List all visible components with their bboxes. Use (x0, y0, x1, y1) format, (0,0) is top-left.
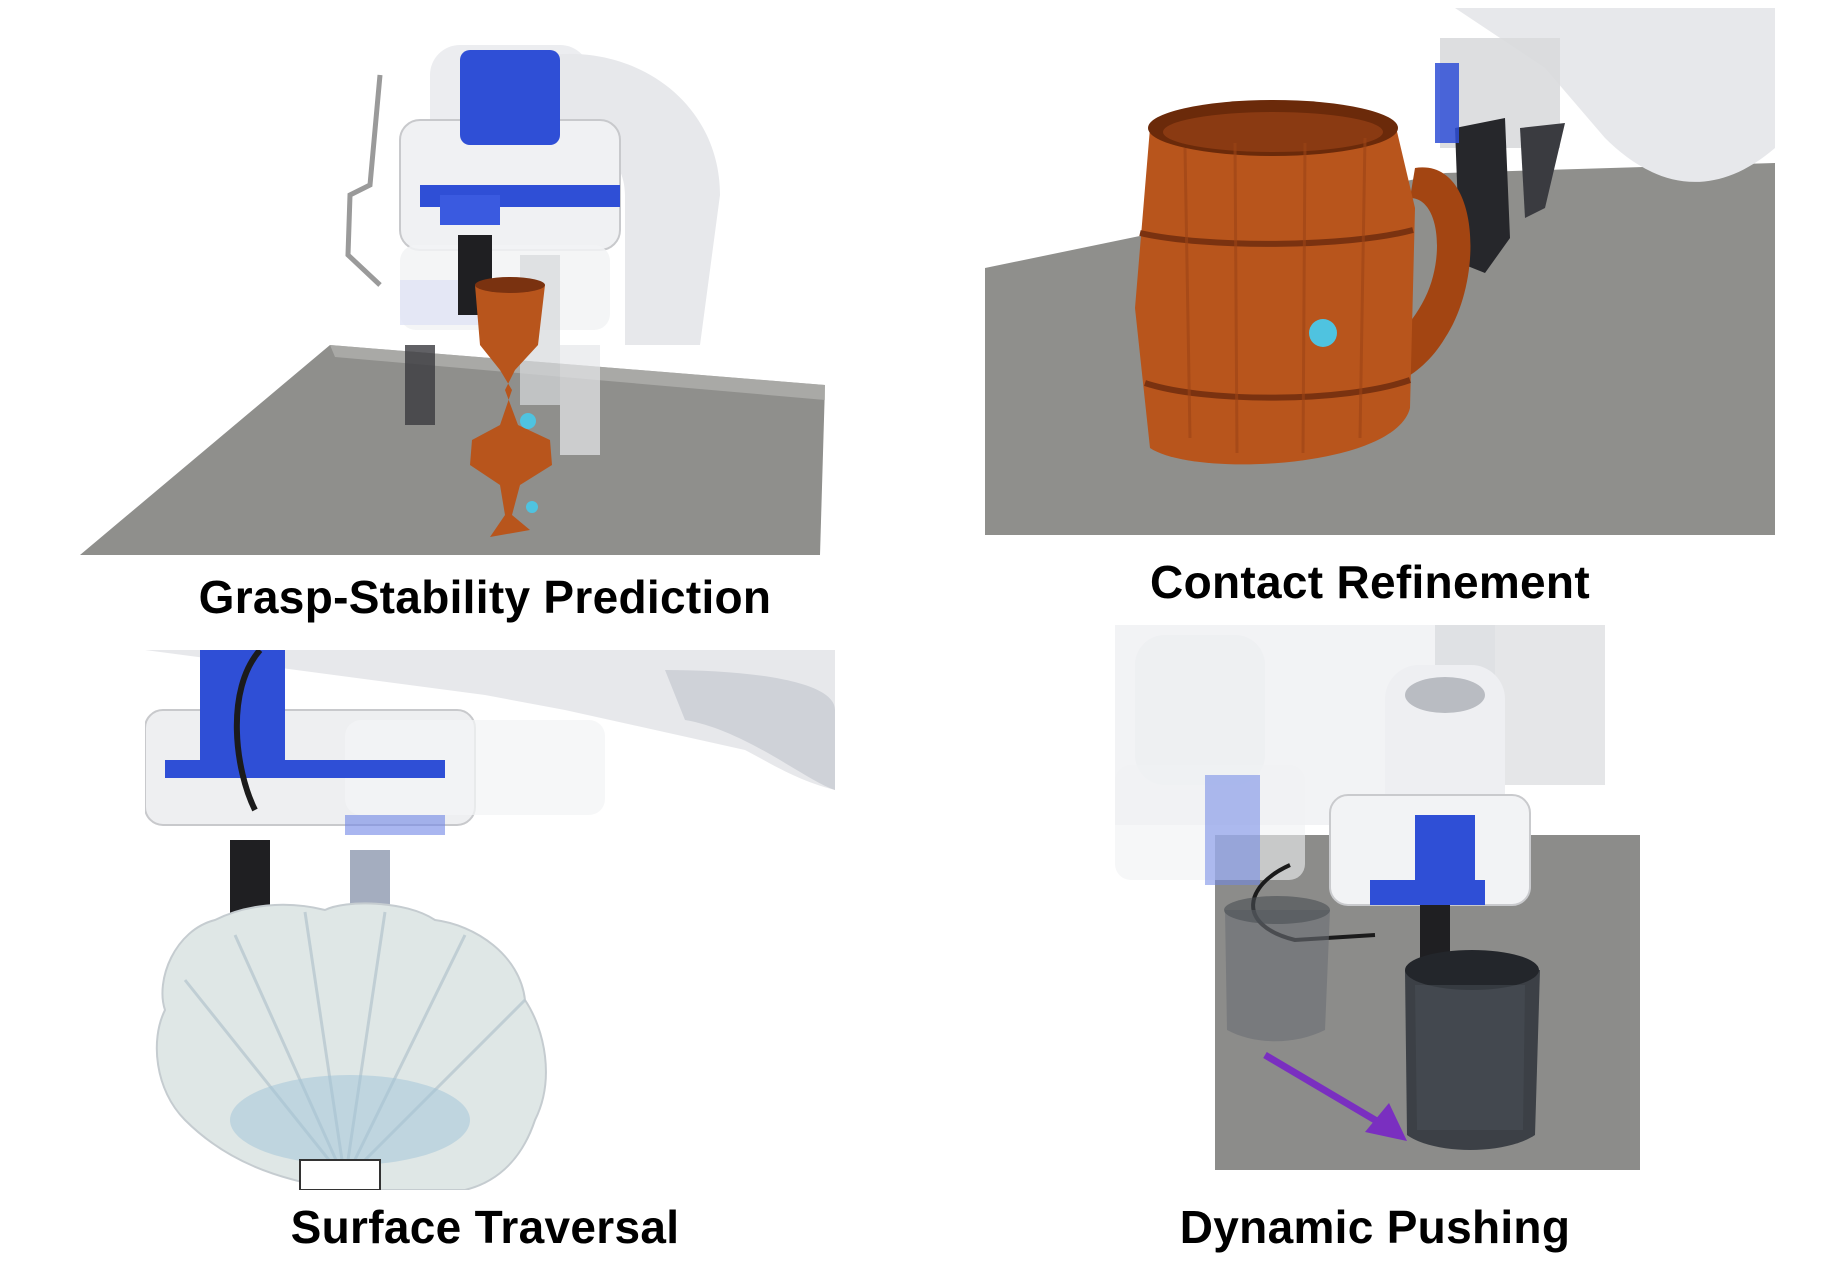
gripper-mount (200, 650, 285, 760)
dynamic-pushing-photo (1115, 625, 1640, 1170)
surface-traversal-photo (145, 650, 835, 1190)
pot-ghost (1225, 910, 1330, 1042)
grasp-stability-photo (80, 45, 830, 555)
caption-surface-traversal: Surface Traversal (290, 1201, 680, 1253)
gripper-mount (460, 50, 560, 145)
caption-grasp-stability: Grasp-Stability Prediction (198, 571, 772, 623)
caption-contact-refinement: Contact Refinement (1150, 556, 1590, 608)
robot-arm (145, 650, 835, 790)
wooden-goblet (470, 285, 552, 537)
caption-dynamic-pushing: Dynamic Pushing (1179, 1201, 1571, 1253)
mug-handle (1335, 167, 1471, 392)
wooden-mug (1135, 104, 1415, 465)
table-surface (80, 345, 825, 555)
robot-wrist (1385, 665, 1505, 835)
contact-refinement-photo (985, 8, 1775, 535)
